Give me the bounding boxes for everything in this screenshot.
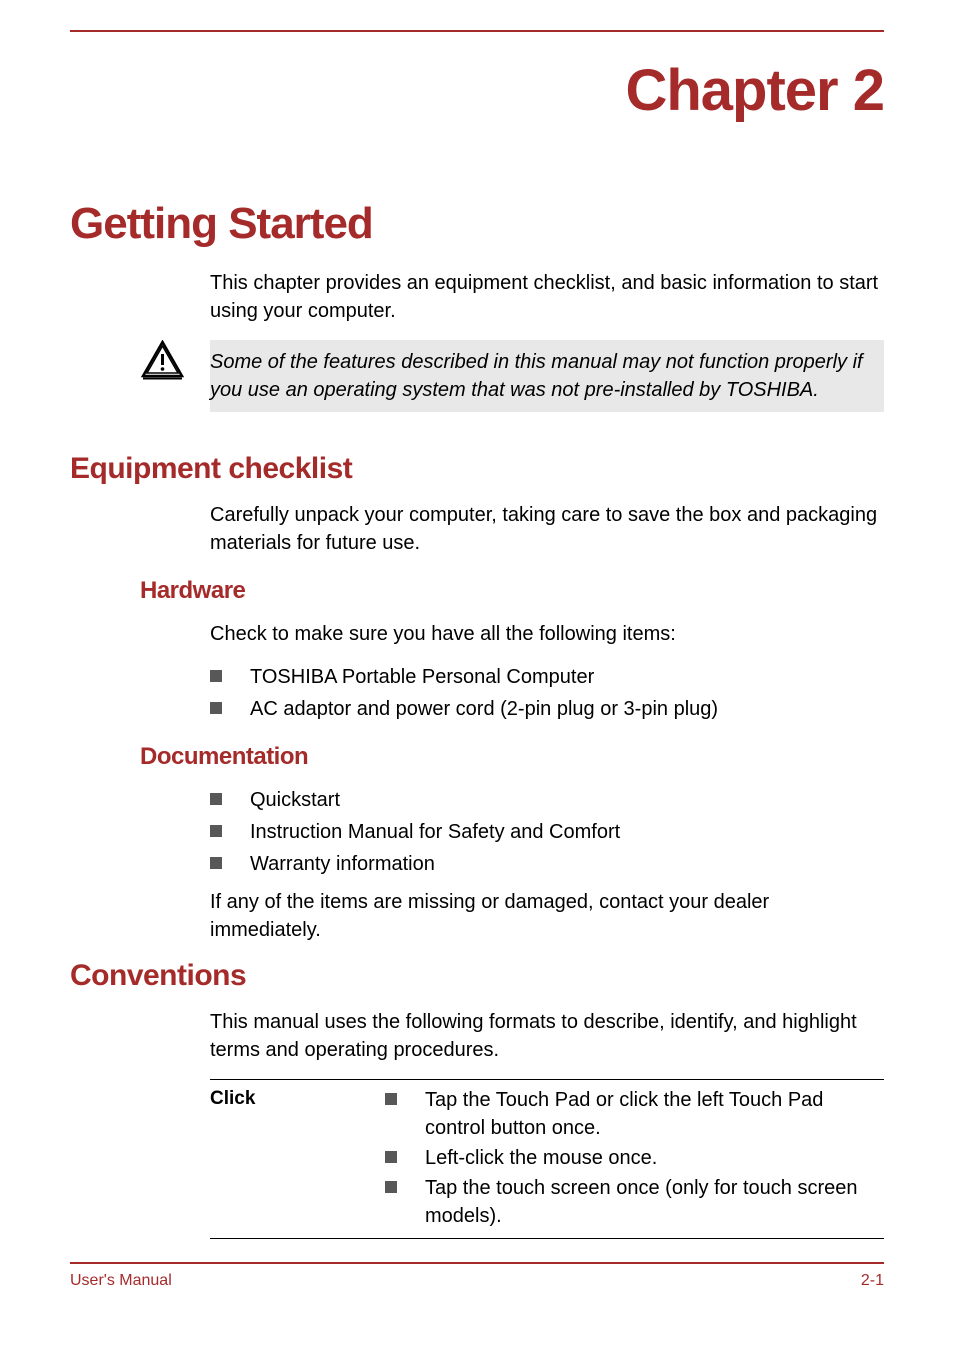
list-item-text: Tap the Touch Pad or click the left Touc… xyxy=(425,1086,884,1142)
list-item-text: TOSHIBA Portable Personal Computer xyxy=(250,663,594,691)
conventions-content: Tap the Touch Pad or click the left Touc… xyxy=(385,1086,884,1232)
conventions-section-title: Conventions xyxy=(70,959,884,993)
list-item: Tap the Touch Pad or click the left Touc… xyxy=(385,1086,884,1142)
hardware-subsection-title: Hardware xyxy=(140,577,884,605)
bullet-icon xyxy=(210,702,222,714)
chapter-title: Chapter 2 xyxy=(70,57,884,124)
bullet-icon xyxy=(210,857,222,869)
list-item: Warranty information xyxy=(210,850,884,878)
conventions-label: Click xyxy=(210,1086,385,1232)
list-item-text: Tap the touch screen once (only for touc… xyxy=(425,1174,884,1230)
bullet-icon xyxy=(210,825,222,837)
list-item: Left-click the mouse once. xyxy=(385,1144,884,1172)
bullet-icon xyxy=(210,793,222,805)
list-item-text: Quickstart xyxy=(250,786,340,814)
warning-icon xyxy=(140,340,185,385)
equipment-section-title: Equipment checklist xyxy=(70,452,884,486)
bullet-icon xyxy=(385,1181,397,1193)
list-item-text: Warranty information xyxy=(250,850,435,878)
list-item: TOSHIBA Portable Personal Computer xyxy=(210,663,884,691)
list-item-text: Instruction Manual for Safety and Comfor… xyxy=(250,818,620,846)
list-item: Instruction Manual for Safety and Comfor… xyxy=(210,818,884,846)
bullet-icon xyxy=(385,1151,397,1163)
documentation-outro: If any of the items are missing or damag… xyxy=(210,888,884,944)
equipment-intro: Carefully unpack your computer, taking c… xyxy=(210,501,884,557)
list-item-text: Left-click the mouse once. xyxy=(425,1144,657,1172)
footer-left: User's Manual xyxy=(70,1272,172,1290)
main-title: Getting Started xyxy=(70,199,884,249)
bullet-icon xyxy=(210,670,222,682)
list-item: AC adaptor and power cord (2-pin plug or… xyxy=(210,695,884,723)
warning-box: Some of the features described in this m… xyxy=(70,340,884,412)
documentation-list: Quickstart Instruction Manual for Safety… xyxy=(210,786,884,878)
conventions-table: Click Tap the Touch Pad or click the lef… xyxy=(210,1079,884,1239)
top-border xyxy=(70,30,884,32)
warning-text: Some of the features described in this m… xyxy=(210,340,884,412)
page-footer: User's Manual 2-1 xyxy=(70,1262,884,1290)
footer-right: 2-1 xyxy=(861,1272,884,1290)
list-item-text: AC adaptor and power cord (2-pin plug or… xyxy=(250,695,718,723)
conventions-intro: This manual uses the following formats t… xyxy=(210,1008,884,1064)
hardware-intro: Check to make sure you have all the foll… xyxy=(210,620,884,648)
list-item: Quickstart xyxy=(210,786,884,814)
documentation-subsection-title: Documentation xyxy=(140,743,884,771)
list-item: Tap the touch screen once (only for touc… xyxy=(385,1174,884,1230)
bullet-icon xyxy=(385,1093,397,1105)
hardware-list: TOSHIBA Portable Personal Computer AC ad… xyxy=(210,663,884,723)
page-content: Chapter 2 Getting Started This chapter p… xyxy=(0,0,954,1239)
table-row: Click Tap the Touch Pad or click the lef… xyxy=(210,1079,884,1239)
intro-text: This chapter provides an equipment check… xyxy=(210,269,884,325)
